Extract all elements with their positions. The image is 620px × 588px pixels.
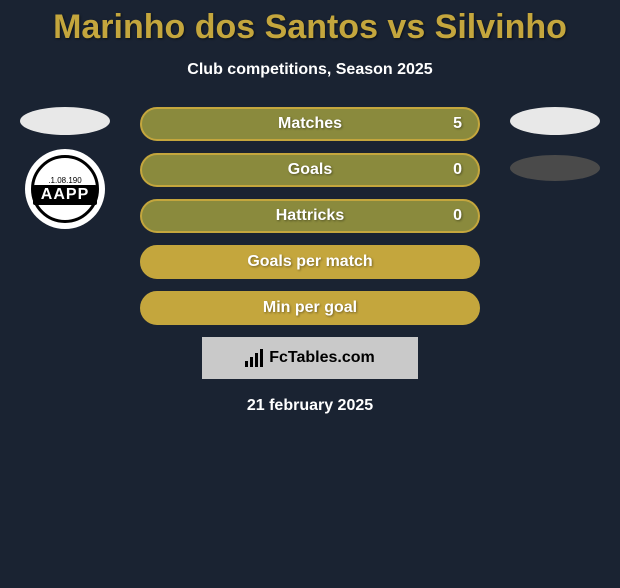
club-abbr: AAPP [33, 185, 97, 205]
club-placeholder-right [510, 155, 600, 181]
subtitle: Club competitions, Season 2025 [0, 61, 620, 79]
stat-bars: Matches 5 Goals 0 Hattricks 0 Goals per … [140, 107, 480, 325]
stat-label: Hattricks [276, 207, 344, 225]
comparison-area: .1.08.190 AAPP Matches 5 Goals 0 Hattric… [0, 107, 620, 325]
bar-chart-icon [245, 349, 263, 367]
stat-bar-hattricks: Hattricks 0 [140, 199, 480, 233]
stat-label: Matches [278, 115, 342, 133]
stat-value-right: 0 [453, 161, 462, 179]
club-logo-left: .1.08.190 AAPP [25, 149, 105, 229]
avatar-placeholder-right [510, 107, 600, 135]
avatar-placeholder-left [20, 107, 110, 135]
stat-bar-matches: Matches 5 [140, 107, 480, 141]
player-left: .1.08.190 AAPP [15, 107, 115, 229]
fctables-badge: FcTables.com [202, 337, 418, 379]
stat-label: Min per goal [263, 299, 357, 317]
page-title: Marinho dos Santos vs Silvinho [0, 8, 620, 47]
date-text: 21 february 2025 [0, 397, 620, 415]
player-right [505, 107, 605, 181]
stat-bar-goals: Goals 0 [140, 153, 480, 187]
stat-label: Goals [288, 161, 332, 179]
stat-value-right: 0 [453, 207, 462, 225]
club-date: .1.08.190 [48, 176, 81, 185]
stat-bar-goals-per-match: Goals per match [140, 245, 480, 279]
fctables-text: FcTables.com [269, 349, 375, 367]
stat-bar-min-per-goal: Min per goal [140, 291, 480, 325]
stat-label: Goals per match [247, 253, 372, 271]
stat-value-right: 5 [453, 115, 462, 133]
